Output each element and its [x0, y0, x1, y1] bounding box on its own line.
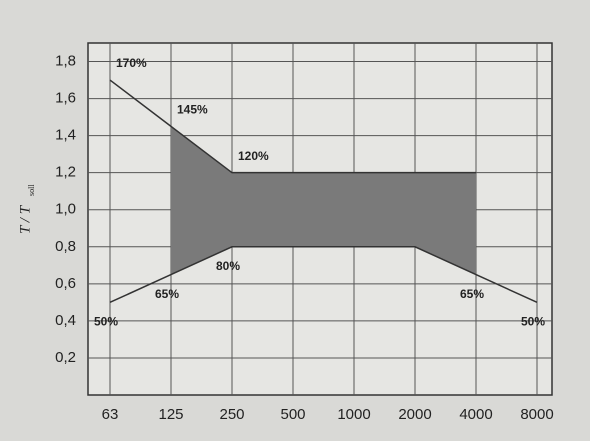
y-tick-label: 0,8 [55, 238, 76, 255]
x-tick-label: 8000 [520, 406, 553, 423]
y-tick-label: 1,4 [55, 127, 76, 144]
x-tick-label: 2000 [398, 406, 431, 423]
x-tick-label: 4000 [459, 406, 492, 423]
value-label: 65% [460, 287, 484, 301]
value-label: 120% [238, 149, 269, 163]
y-tick-label: 0,6 [55, 275, 76, 292]
value-label: 50% [94, 315, 118, 329]
value-label: 80% [216, 259, 240, 273]
x-tick-label: 63 [102, 406, 119, 423]
y-tick-label: 1,2 [55, 164, 76, 181]
value-label: 145% [177, 103, 208, 117]
y-axis-title: T / T soll [17, 184, 35, 234]
value-label: 170% [116, 56, 147, 70]
y-tick-label: 1,8 [55, 52, 76, 69]
x-tick-label: 1000 [337, 406, 370, 423]
y-label-sub: soll [27, 184, 36, 196]
y-tick-label: 1,6 [55, 90, 76, 107]
y-tick-label: 0,4 [55, 312, 76, 329]
y-tick-label: 1,0 [55, 201, 76, 218]
value-label: 65% [155, 287, 179, 301]
value-label: 50% [521, 315, 545, 329]
x-tick-label: 250 [219, 406, 244, 423]
line [109, 79, 476, 174]
y-tick-label: 0,2 [55, 349, 76, 366]
y-label: T / T [17, 204, 33, 234]
line [109, 246, 538, 304]
tolerance-area [171, 126, 476, 275]
x-tick-label: 125 [158, 406, 183, 423]
x-tick-label: 500 [280, 406, 305, 423]
